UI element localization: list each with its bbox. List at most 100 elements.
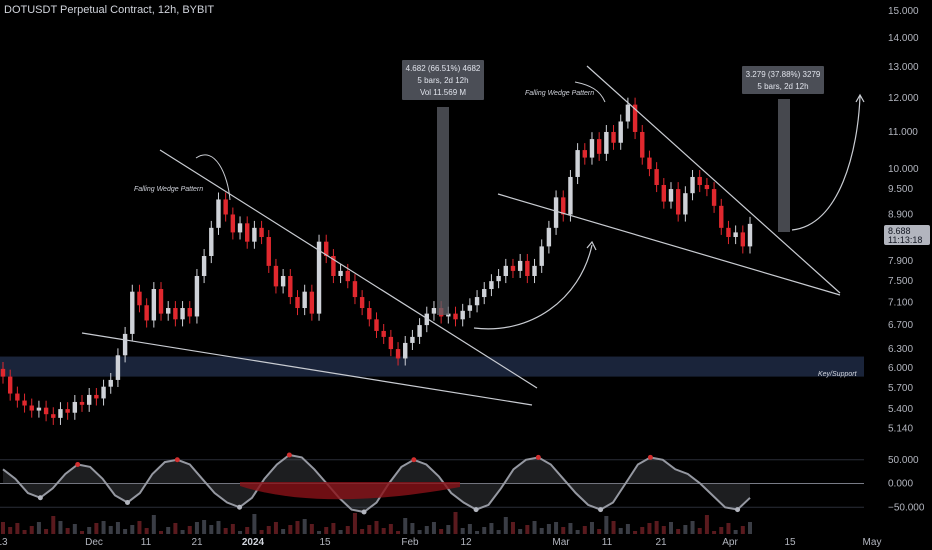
time-tick-11: Apr <box>722 537 738 548</box>
volume-bar <box>510 522 515 534</box>
volume-bar <box>546 524 551 534</box>
volume-bar <box>453 512 458 534</box>
candle-body <box>180 308 185 320</box>
countdown-value: 11:13:18 <box>888 235 922 245</box>
volume-bar <box>726 523 731 534</box>
volume-bar <box>539 528 544 534</box>
candle-body <box>460 310 465 320</box>
candle-body <box>532 265 537 276</box>
candle-body <box>173 308 178 320</box>
osc-dot <box>735 507 741 513</box>
candle-body <box>58 409 63 418</box>
volume-bar <box>58 521 63 534</box>
volume-bar <box>209 525 214 534</box>
key-support-zone-layer <box>0 356 864 377</box>
projection-arrow-1-head <box>586 240 597 251</box>
volume-bar <box>489 523 494 534</box>
volume-bar <box>381 528 386 534</box>
measure-box-1 <box>402 60 484 100</box>
volume-bar <box>554 522 559 534</box>
candle-body <box>29 405 34 411</box>
volume-bar <box>633 531 638 534</box>
candle-body <box>618 121 623 143</box>
candle-body <box>553 197 559 228</box>
volume-bar <box>137 521 142 534</box>
volume-bar <box>22 530 27 534</box>
candle-body <box>474 297 480 306</box>
volume-bar <box>80 531 85 534</box>
price-tick-2: 13.000 <box>888 62 919 73</box>
osc-dot <box>125 500 130 505</box>
candle-body <box>151 289 157 321</box>
volume-bar <box>503 517 508 534</box>
candle-body <box>101 386 106 399</box>
candle-body <box>489 281 494 290</box>
candle-body <box>568 176 573 215</box>
price-tick-10: 7.500 <box>888 276 913 287</box>
measure-box-1-line1: 4.682 (66.51%) 4682 <box>406 64 481 73</box>
time-tick-2: 11 <box>141 537 152 548</box>
candle-body <box>517 260 523 271</box>
volume-bar <box>604 516 609 534</box>
wedge-label-1: Falling Wedge Pattern <box>134 186 203 193</box>
candle-body <box>431 308 437 314</box>
candle-body <box>367 308 372 320</box>
volume-bar <box>44 529 49 534</box>
candle-body <box>424 313 429 326</box>
volume-bar <box>683 525 688 534</box>
candle-body <box>223 199 228 215</box>
candle-body <box>302 291 307 309</box>
candle-body <box>7 376 13 394</box>
support-zone-rect <box>0 356 864 377</box>
volume-bar <box>661 526 666 534</box>
candle-body <box>237 223 243 233</box>
volume-bar <box>1 522 5 534</box>
volume-bar <box>345 526 350 534</box>
candle-body <box>94 394 99 399</box>
drawings-layer <box>81 65 865 406</box>
volume-bar <box>252 514 257 534</box>
measure-box-2-line1: 3.279 (37.88%) 3279 <box>746 70 821 79</box>
candle-body <box>525 260 530 276</box>
candle-body <box>747 223 753 247</box>
candle-body <box>316 241 322 314</box>
volume-bar <box>151 515 156 534</box>
volume-bar <box>202 520 207 534</box>
measure-box-2-line2: 5 bars, 2d 12h <box>757 82 808 91</box>
osc-dot <box>37 495 43 501</box>
osc-dot <box>598 507 604 513</box>
volume-bar <box>589 522 594 534</box>
volume-bar <box>719 527 724 534</box>
candle-body <box>683 193 688 215</box>
price-tick-15: 5.700 <box>888 383 913 394</box>
key-support-label: Key/Support <box>818 371 858 378</box>
time-tick-0: 13 <box>0 537 8 548</box>
candle-body <box>575 150 580 177</box>
candle-body <box>711 189 717 206</box>
candle-body <box>65 409 70 413</box>
candle-body <box>158 289 164 314</box>
candle-body <box>36 407 42 411</box>
volume-bar <box>281 529 286 534</box>
volume-bar <box>352 513 357 534</box>
volume-bar <box>410 523 415 534</box>
volume-bar <box>690 521 695 534</box>
osc-dot <box>75 462 81 467</box>
candle-body <box>410 336 415 343</box>
volume-bar <box>29 526 34 534</box>
volume-bar <box>15 523 20 534</box>
candle-body <box>79 401 85 405</box>
volume-bar <box>144 528 149 534</box>
price-tick-3: 12.000 <box>888 93 919 104</box>
time-tick-7: 12 <box>460 537 472 548</box>
candle-body <box>352 281 358 298</box>
volume-bar <box>238 531 243 534</box>
projection-arrow-2-head <box>855 93 865 103</box>
price-tick-11: 7.100 <box>888 297 913 308</box>
candle-body <box>187 308 192 317</box>
volume-bar <box>611 521 616 534</box>
annotation-layer: Falling Wedge Pattern Falling Wedge Patt… <box>134 60 930 378</box>
candle-body <box>388 336 394 350</box>
price-tick-6: 9.500 <box>888 184 913 195</box>
